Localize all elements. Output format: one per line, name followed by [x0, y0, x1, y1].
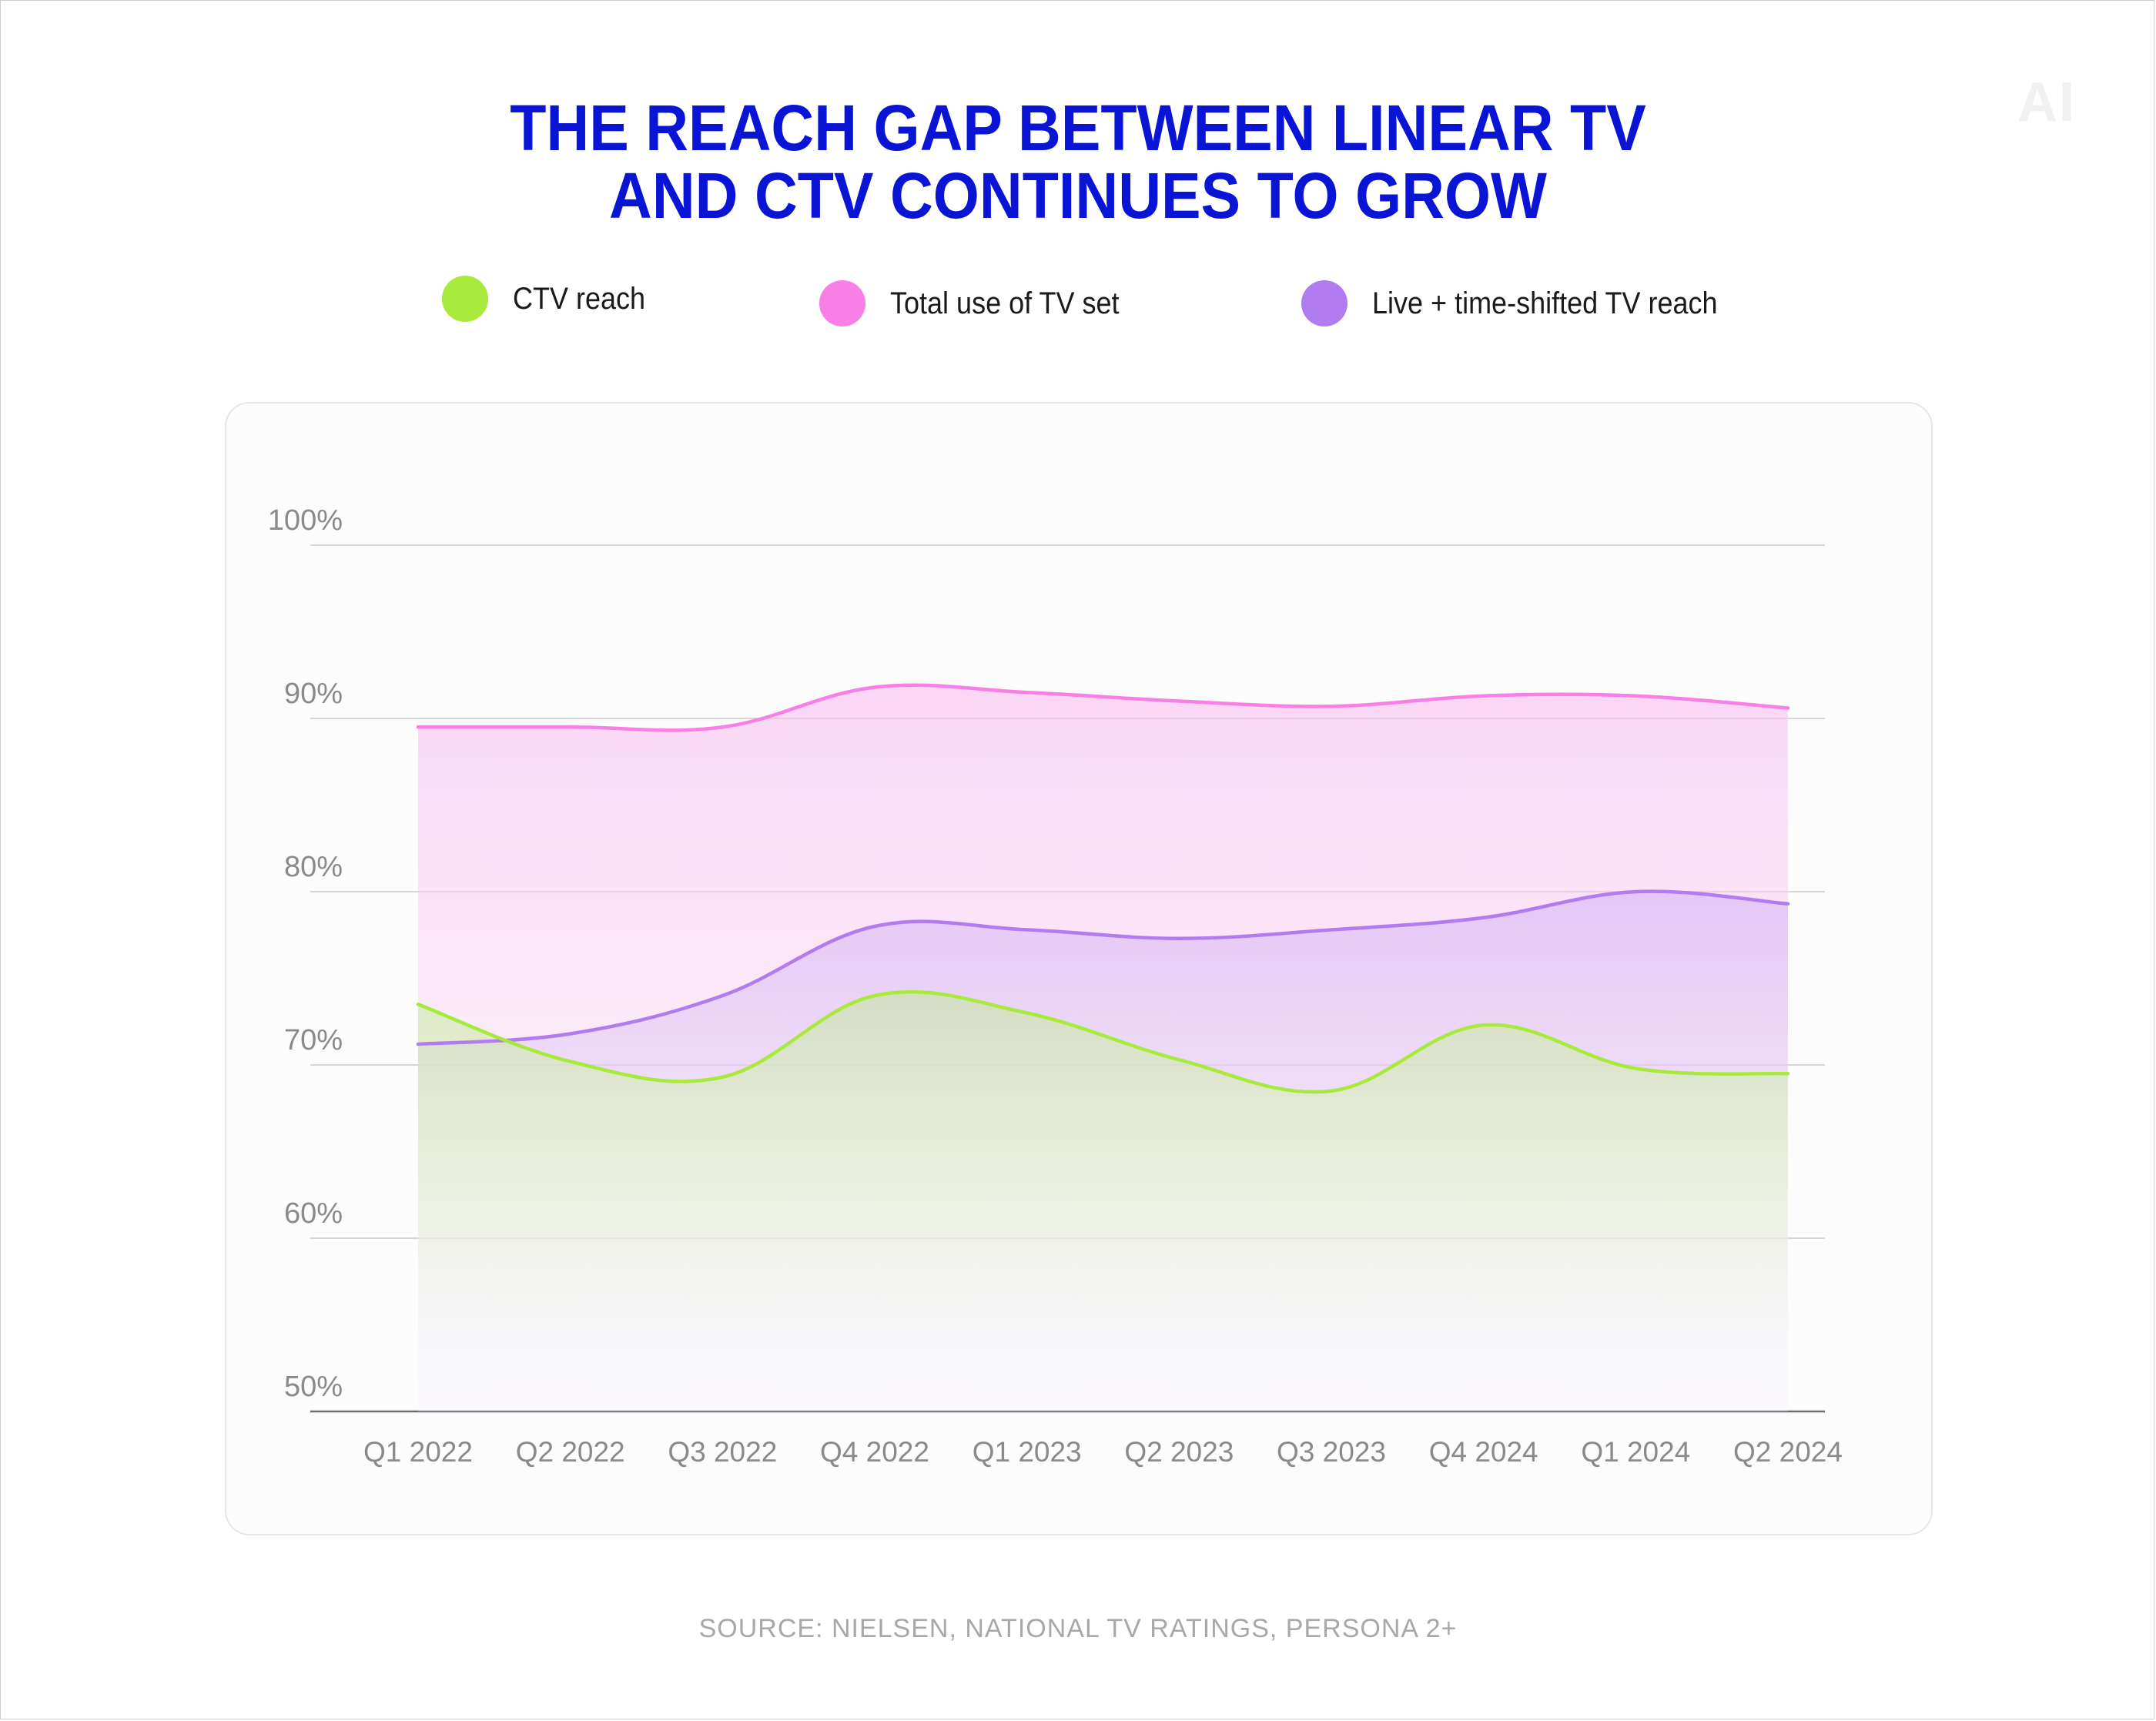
- area-ctv: [418, 992, 1788, 1411]
- x-tick-label: Q3 2023: [1277, 1436, 1386, 1468]
- x-tick-label: Q3 2022: [668, 1436, 777, 1468]
- series-line-live: [416, 889, 1790, 1046]
- x-tick-label: Q2 2024: [1733, 1436, 1843, 1468]
- x-tick-label: Q1 2022: [363, 1436, 473, 1468]
- legend-item-ctv: CTV reach: [442, 276, 660, 322]
- legend-label-live: Live + time-shifted TV reach: [1372, 286, 1718, 320]
- x-tick-label: Q4 2022: [820, 1436, 929, 1468]
- brand-logo: AI: [2017, 72, 2076, 133]
- legend-label-ctv: CTV reach: [513, 281, 646, 316]
- y-tick-label-90: 90%: [284, 678, 343, 710]
- legend-dot-ctv: [442, 276, 488, 322]
- legend-item-total: Total use of TV set: [819, 280, 1145, 326]
- y-tick-label-60: 60%: [284, 1197, 343, 1230]
- series-line-ctv: [416, 989, 1790, 1094]
- legend-item-live: Live + time-shifted TV reach: [1301, 280, 1756, 326]
- x-tick-label: Q1 2023: [973, 1436, 1082, 1468]
- y-tick-label-50: 50%: [284, 1371, 343, 1403]
- x-tick-label: Q2 2022: [516, 1436, 625, 1468]
- x-tick-label: Q4 2024: [1429, 1436, 1538, 1468]
- x-tick-label: Q2 2023: [1124, 1436, 1234, 1468]
- series-line-total: [416, 683, 1790, 732]
- legend-dot-live: [1301, 280, 1348, 326]
- x-tick-label: Q1 2024: [1581, 1436, 1690, 1468]
- chart-title-line-2: AND CTV CONTINUES TO GROW: [609, 159, 1547, 232]
- y-tick-label-70: 70%: [284, 1024, 343, 1056]
- y-tick-label-100: 100%: [268, 504, 343, 537]
- y-tick-label-80: 80%: [284, 851, 343, 883]
- legend-label-total: Total use of TV set: [890, 286, 1120, 320]
- chart-title: THE REACH GAP BETWEEN LINEAR TV AND CTV …: [86, 94, 2070, 229]
- source-note: SOURCE: NIELSEN, NATIONAL TV RATINGS, PE…: [698, 1614, 1458, 1643]
- legend-dot-total: [819, 280, 865, 326]
- chart-title-line-1: THE REACH GAP BETWEEN LINEAR TV: [510, 92, 1646, 164]
